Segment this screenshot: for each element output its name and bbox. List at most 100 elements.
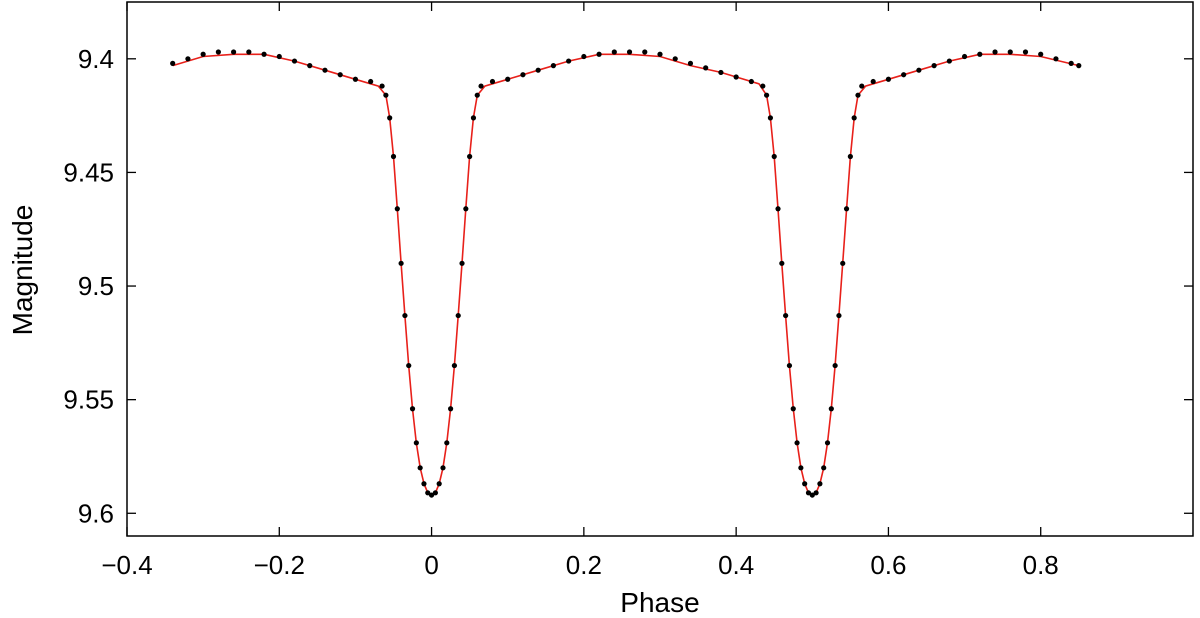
data-point <box>817 481 823 487</box>
data-point <box>406 362 412 369</box>
data-point <box>1038 51 1044 57</box>
data-point <box>870 78 876 85</box>
data-point <box>832 362 838 369</box>
data-point <box>432 490 438 496</box>
data-point <box>322 67 328 73</box>
data-point <box>642 49 648 55</box>
model-fit-line <box>172 53 1079 497</box>
data-point <box>451 362 458 369</box>
data-point <box>821 465 827 471</box>
data-point <box>718 69 724 76</box>
data-point <box>992 49 998 55</box>
data-point <box>1022 49 1029 55</box>
data-point <box>824 440 831 446</box>
data-point <box>794 440 800 446</box>
data-point <box>231 49 237 55</box>
data-point <box>836 312 842 319</box>
data-point <box>840 260 846 266</box>
data-point <box>851 115 857 121</box>
data-point <box>798 465 804 471</box>
data-point <box>261 51 267 57</box>
data-point <box>436 481 442 487</box>
data-point <box>581 53 587 60</box>
data-point <box>185 56 191 62</box>
x-tick-label: 0.8 <box>1023 550 1059 580</box>
data-point <box>425 490 431 496</box>
y-tick-label: 9.55 <box>63 385 114 415</box>
data-point <box>946 58 952 64</box>
data-point <box>383 92 389 98</box>
data-point <box>813 490 819 496</box>
data-point <box>786 362 793 369</box>
data-point <box>337 72 343 78</box>
data-point <box>657 51 663 57</box>
data-point <box>505 76 511 82</box>
data-point <box>733 74 739 80</box>
data-point <box>1076 63 1082 69</box>
data-point <box>448 406 454 412</box>
data-point <box>1068 60 1074 66</box>
data-point <box>291 58 298 64</box>
data-point <box>783 312 789 319</box>
data-point <box>802 481 808 487</box>
data-point <box>455 312 461 319</box>
data-point <box>428 492 435 498</box>
y-tick-label: 9.4 <box>78 44 114 74</box>
x-tick-label: 0 <box>424 550 438 580</box>
data-point <box>779 260 785 266</box>
x-tick-label: −0.4 <box>101 550 152 580</box>
data-point <box>417 465 423 471</box>
data-point <box>421 481 427 487</box>
data-point <box>843 206 850 212</box>
data-point <box>901 72 907 78</box>
data-point <box>379 83 385 89</box>
data-point <box>687 60 694 66</box>
data-point <box>672 56 678 62</box>
plot-frame <box>126 1 1194 537</box>
data-point <box>170 60 176 66</box>
data-point <box>764 92 770 98</box>
data-point <box>246 49 252 55</box>
data-point <box>470 115 477 121</box>
data-point <box>478 83 484 89</box>
data-point <box>596 51 602 57</box>
data-point <box>859 83 865 89</box>
data-point <box>520 72 526 78</box>
data-point <box>398 260 404 266</box>
data-point <box>390 153 397 160</box>
data-point <box>828 406 834 412</box>
data-point <box>1053 56 1059 62</box>
y-tick-label: 9.6 <box>78 498 114 528</box>
data-point <box>961 53 968 60</box>
data-point <box>626 49 633 55</box>
data-point <box>535 67 541 73</box>
data-point <box>474 92 480 98</box>
x-tick-label: 0.4 <box>718 550 754 580</box>
data-point <box>489 78 496 85</box>
data-point <box>847 153 853 160</box>
data-point <box>885 76 892 82</box>
y-tick-label: 9.5 <box>78 271 114 301</box>
data-point <box>387 115 393 121</box>
data-point <box>394 206 400 212</box>
data-point <box>467 153 473 160</box>
x-axis-label: Phase <box>620 587 699 618</box>
y-axis-ticks: 9.4 9.45 9.5 9.55 9.6 <box>63 44 1193 528</box>
data-point <box>771 153 777 160</box>
data-point <box>931 63 937 69</box>
data-point <box>413 440 419 446</box>
data-point <box>200 51 206 57</box>
data-point <box>352 76 359 82</box>
data-point <box>550 63 557 69</box>
y-axis-label: Magnitude <box>7 205 38 336</box>
x-tick-label: 0.2 <box>566 550 602 580</box>
data-point <box>402 312 408 319</box>
x-tick-label: −0.2 <box>254 550 305 580</box>
data-point <box>368 78 374 85</box>
data-point <box>215 49 221 55</box>
data-point <box>977 51 983 57</box>
data-point <box>307 63 313 69</box>
data-point <box>790 406 796 412</box>
data-point <box>805 490 812 496</box>
